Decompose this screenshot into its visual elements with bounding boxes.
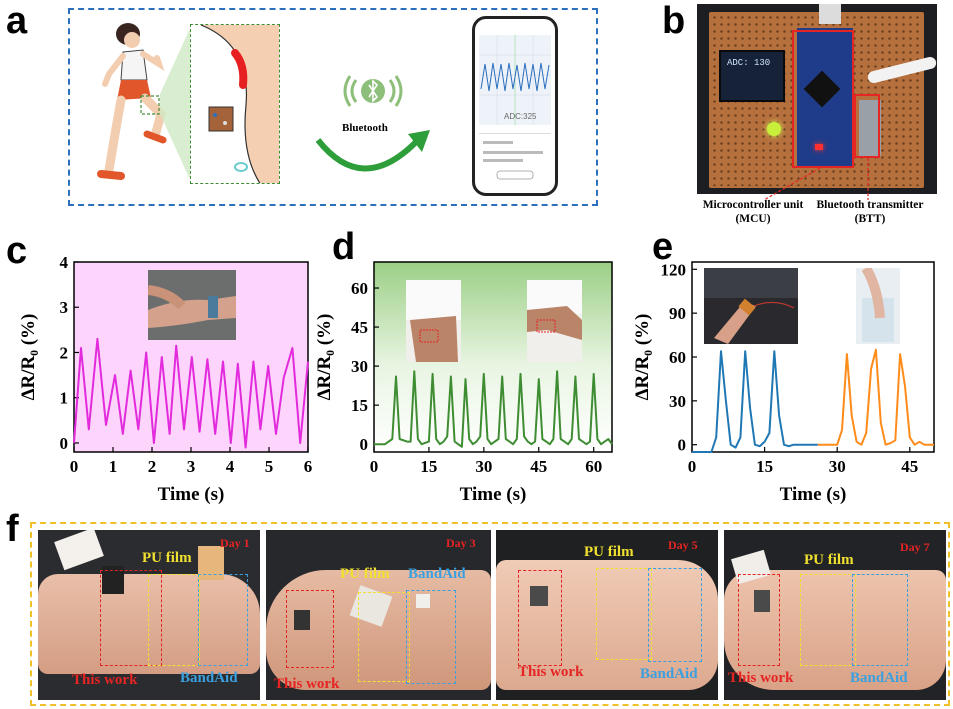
day7-bandaid-label: BandAid (850, 670, 908, 686)
mcu-highlight-box (792, 30, 854, 168)
day7-thiswork-label: This work (728, 670, 794, 686)
chart-c-ytick-label: 1 (60, 389, 69, 408)
mcu-label-abbr: (MCU) (735, 213, 771, 225)
day1-thiswork-label: This work (72, 672, 138, 688)
panel-a-frame (68, 8, 598, 206)
chart-d-ytick-label: 45 (351, 318, 368, 337)
day3-bandaid-label: BandAid (408, 566, 466, 582)
day7-label: Day 7 (900, 540, 930, 554)
chart-c-ytick-label: 3 (60, 298, 69, 317)
phone-adc-readout: ADC:325 (504, 112, 537, 121)
bluetooth-label: Bluetooth (342, 122, 388, 134)
chart-e-xlabel: Time (s) (780, 484, 847, 505)
arm-photo-day3: Day 3 PU film BandAid This work (266, 530, 491, 700)
chart-e-ytick-label: 120 (661, 260, 687, 279)
zoom-cone (160, 24, 192, 184)
chart-d-ylabel: ΔR/R₀ (%) (314, 314, 335, 401)
chart-d-xtick-label: 60 (585, 457, 602, 476)
chart-d-ytick-label: 0 (360, 435, 369, 454)
panel-c-letter: c (6, 230, 28, 272)
panel-b-letter: b (662, 0, 686, 42)
chart-e-ytick-label: 30 (669, 392, 686, 411)
chart-c-xtick-label: 1 (109, 457, 118, 476)
chart-e-ylabel: ΔR/R₀ (%) (632, 314, 653, 401)
day1-label: Day 1 (220, 536, 250, 550)
day5-pu-label: PU film (584, 544, 634, 560)
circuit-board-photo: ADC: 130 (697, 4, 937, 194)
chart-d-xtick-label: 0 (370, 457, 379, 476)
chart-d-xtick-label: 45 (530, 457, 547, 476)
day1-bandaid-label: BandAid (180, 670, 238, 686)
chart-d-ytick-label: 30 (351, 357, 368, 376)
chart-d-xlabel: Time (s) (460, 484, 527, 505)
chart-c-xtick-label: 4 (226, 457, 235, 476)
day7-pu-label: PU film (804, 552, 854, 568)
bluetooth-arrow (315, 130, 430, 172)
chart-c-xtick-label: 3 (187, 457, 196, 476)
chart-e-ytick-label: 0 (678, 436, 687, 455)
chart-d-series-0-line (374, 370, 613, 448)
mcu-label-text: Microcontroller unit (702, 199, 804, 211)
chart-c-ytick-label: 2 (60, 343, 69, 362)
day3-label: Day 3 (446, 536, 476, 550)
chart-c-xtick-label: 5 (265, 457, 274, 476)
btt-label: Bluetooth transmitter (BTT) (810, 198, 930, 226)
chart-e-ytick-label: 60 (669, 348, 686, 367)
chart-c-xtick-label: 0 (70, 457, 79, 476)
panel-e-letter: e (652, 226, 674, 268)
callout-lines (763, 158, 869, 201)
water-inset-photo (856, 268, 900, 344)
btt-label-text: Bluetooth transmitter (816, 199, 924, 211)
panel-a-letter: a (6, 0, 28, 42)
wrist-inset-photo (148, 270, 236, 340)
chart-e-xtick-label: 0 (688, 457, 697, 476)
arm-photo-day5: Day 5 PU film BandAid This work (496, 530, 718, 700)
panel-d-letter: d (332, 226, 356, 268)
knee-zoom-box (190, 24, 280, 184)
chart-e-xtick-label: 15 (756, 457, 773, 476)
chart-e-xtick-label: 45 (901, 457, 918, 476)
arm-photo-day7: Day 7 PU film BandAid This work (724, 530, 946, 700)
chart-d-ytick-label: 60 (351, 279, 368, 298)
arm-photo-day1: Day 1 PU film BandAid This work (38, 530, 260, 700)
chart-c-xtick-label: 2 (148, 457, 157, 476)
elbow-inset-photo-1 (406, 280, 461, 362)
day5-bandaid-label: BandAid (640, 666, 698, 682)
btt-highlight-box (854, 94, 880, 158)
chart-c-xlabel: Time (s) (158, 484, 225, 505)
day3-thiswork-label: This work (274, 676, 340, 692)
panel-f-letter: f (6, 508, 19, 550)
day5-thiswork-label: This work (518, 664, 584, 680)
chart-c-ytick-label: 4 (60, 253, 69, 272)
elbow-inset-photo-2 (527, 280, 582, 362)
bluetooth-icon (343, 75, 403, 107)
panel-f-frame (30, 522, 950, 706)
phone-mockup (472, 16, 558, 196)
chart-d-ytick-label: 15 (351, 396, 368, 415)
chart-c-ytick-label: 0 (60, 434, 69, 453)
chart-c-series-0-line (73, 337, 309, 449)
day5-label: Day 5 (668, 538, 698, 552)
chart-e-ytick-label: 90 (669, 304, 686, 323)
chart-e-series-1-line (817, 348, 934, 446)
chart-e-xtick-label: 30 (829, 457, 846, 476)
day1-pu-label: PU film (142, 550, 192, 566)
chart-c-xtick-label: 6 (304, 457, 313, 476)
chart-d-xtick-label: 30 (475, 457, 492, 476)
btt-label-abbr: (BTT) (854, 213, 886, 225)
day3-pu-label: PU film (340, 566, 390, 582)
finger-inset-photo (704, 268, 798, 344)
mcu-label: Microcontroller unit (MCU) (693, 198, 813, 226)
oled-text: ADC: 130 (727, 58, 771, 68)
chart-d-xtick-label: 15 (420, 457, 437, 476)
chart-c-ylabel: ΔR/R₀ (%) (18, 314, 39, 401)
chart-e-series-0-line (692, 350, 818, 453)
